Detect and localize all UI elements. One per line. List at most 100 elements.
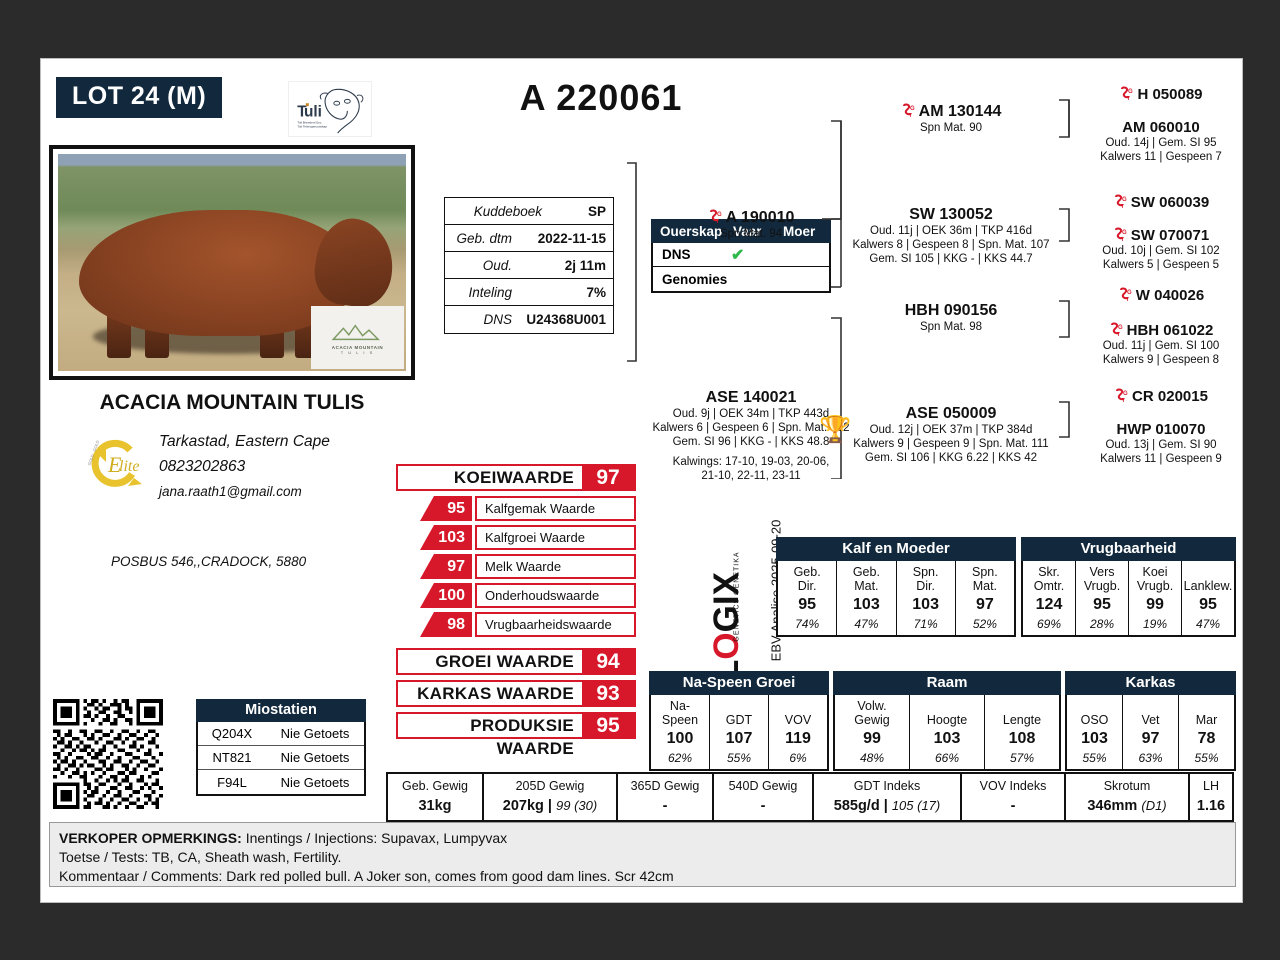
weight-cell: 540D Gewig - — [714, 774, 814, 820]
sub-index-4: 98 Vrugbaarheidswaarde — [420, 612, 636, 637]
miostatien-status: Nie Getoets — [280, 750, 350, 765]
ggp-detail: Oud. 10j | Gem. SI 102 — [1102, 245, 1220, 257]
genomic-tested-icon: G T — [1118, 287, 1134, 303]
ebv-value: 108 — [1008, 730, 1036, 747]
kuddeboek-row: Geb. dtm 2022-11-15 — [445, 225, 613, 252]
ebv-accuracy: 55% — [726, 751, 752, 765]
ebv-accuracy: 66% — [934, 751, 960, 765]
ggp-detail: Oud. 11j | Gem. SI 100 — [1102, 340, 1220, 352]
kuddeboek-row: Kuddeboek SP — [445, 198, 613, 225]
sire-dam-detail: Gem. SI 105 | KKG - | KKS 44.7 — [869, 253, 1033, 265]
ebv-value: 103 — [1081, 730, 1108, 747]
ggp-detail: Oud. 13j | Gem. SI 90 — [1105, 439, 1217, 451]
ebv-accuracy: 63% — [1138, 751, 1163, 765]
sub-index-label: Vrugbaarheidswaarde — [475, 612, 636, 637]
dam-id: ASE 140021 — [705, 389, 797, 406]
karkas-waarde-bar: KARKAS WAARDE 93 — [396, 680, 636, 707]
dam-detail: Gem. SI 96 | KKG - | KKS 48.8 — [672, 436, 830, 448]
ebv-header: Skr. Omtr. — [1033, 565, 1065, 593]
ebv-cell: VOV 119 6% — [769, 695, 827, 769]
weight-value: - — [1010, 798, 1016, 814]
ebv-group-kalf-en-moeder: Kalf en Moeder Geb. Dir. 95 74% Geb. Mat. … — [776, 537, 1016, 637]
ebv-value: 107 — [725, 730, 753, 747]
sire-sire-name: G T AM 130144 — [851, 103, 1051, 121]
pedigree-ggp-5: G T HBH 061022 Oud. 11j | Gem. SI 100 Ka… — [1081, 322, 1241, 367]
ebv-value: 100 — [666, 730, 694, 747]
ouerskap-table: Ouerskap Vaar Moer DNS ✔ Genomies — [651, 219, 831, 293]
ebv-cell: Skr. Omtr. 124 69% — [1023, 561, 1076, 635]
weights-table: Geb. Gewig 31kg 205D Gewig 207kg | 99 (3… — [386, 772, 1234, 822]
pedigree-sire-dam: SW 130052 Oud. 11j | OEK 36m | TKP 416d … — [831, 206, 1071, 266]
ebv-accuracy: 62% — [667, 751, 693, 765]
ggp-detail: Oud. 14j | Gem. SI 95 — [1105, 137, 1217, 149]
dam-dam-detail: Oud. 12j | OEK 37m | TKP 384d — [869, 424, 1033, 436]
ebv-header: Na- Speen — [661, 699, 699, 727]
ebv-value: 95 — [798, 596, 817, 613]
ouerskap-col-0: Ouerskap — [660, 223, 723, 239]
weight-value: 207kg | 99 (30) — [502, 798, 598, 814]
weight-header: 540D Gewig — [728, 779, 798, 793]
pedigree-sire: G T A 190010 Spn Mat. 94 — [651, 209, 851, 241]
breeder-address: POSBUS 546,,CRADOCK, 5880 — [111, 554, 307, 569]
group-title: Karkas — [1065, 671, 1236, 695]
ouerskap-row-genomies: Genomies — [653, 267, 829, 291]
pedigree-ggp-1: AM 060010 Oud. 14j | Gem. SI 95 Kalwers … — [1081, 119, 1241, 164]
svg-text:G: G — [1128, 89, 1133, 95]
ebv-accuracy: 6% — [789, 751, 807, 765]
ebv-header: Geb. Mat. — [852, 565, 880, 593]
ebv-cell: Volw. Gewig 99 48% — [835, 695, 910, 769]
ggp-detail: Kalwers 11 | Gespeen 9 — [1100, 453, 1222, 465]
ebv-header: Spn. Dir. — [912, 565, 939, 593]
breeder-contact: Tarkastad, Eastern Cape 0823202863 jana.… — [159, 429, 330, 504]
sub-index-label: Kalfgemak Waarde — [475, 496, 636, 521]
pedigree-sire-name: G T A 190010 — [651, 209, 851, 227]
ggp-id: H 050089 — [1137, 86, 1203, 103]
ebv-cell: Geb. Mat. 103 47% — [837, 561, 897, 635]
trophy-icon: 🏆 — [819, 414, 852, 444]
sire-sire-detail: Spn Mat. 90 — [919, 122, 982, 134]
ebv-value: 95 — [1199, 596, 1217, 613]
breeder-email: jana.raath1@gmail.com — [159, 484, 302, 499]
ebv-accuracy: 28% — [1089, 617, 1115, 631]
ggp-id: W 040026 — [1135, 287, 1205, 304]
kuddeboek-row: DNS U24368U001 — [445, 306, 613, 333]
kuddeboek-row: Oud. 2j 11m — [445, 252, 613, 279]
ebv-accuracy: 47% — [854, 617, 879, 631]
ebv-header: Mar — [1195, 713, 1218, 727]
dam-dam-detail: Gem. SI 106 | KKG 6.22 | KKS 42 — [864, 452, 1038, 464]
ebv-value: 97 — [1141, 730, 1160, 747]
qr-code[interactable] — [53, 699, 163, 809]
pedigree-ggp-4: G T W 040026 — [1081, 287, 1241, 304]
kuddeboek-key: Oud. — [482, 257, 512, 273]
animal-photo: ACACIA MOUNTAIN T U L I S — [49, 145, 415, 380]
group-title: Na-Speen Groei — [649, 671, 829, 695]
ebv-accuracy: 71% — [913, 617, 938, 631]
genomic-tested-icon: G T — [1113, 194, 1129, 210]
miostatien-title: Miostatien — [196, 699, 366, 722]
dam-calvings-2: 21-10, 22-11, 23-11 — [701, 470, 801, 482]
ebv-header: VOV — [784, 713, 812, 727]
svg-text:T: T — [1121, 237, 1124, 242]
logix-branding: LOGIX GENETICS GENETIKA EBV Analise 2025… — [681, 520, 784, 681]
weight-header: 365D Gewig — [630, 779, 700, 793]
sire-detail: Spn Mat. 94 — [719, 228, 782, 240]
remarks-line-3: Kommentaar / Comments: Dark red polled b… — [59, 868, 674, 884]
index-bars: KOEIWAARDE 97 95 Kalfgemak Waarde 103 Ka… — [396, 464, 636, 758]
pedigree-ggp-2: G T SW 060039 — [1081, 194, 1241, 211]
dam-detail: Kalwers 6 | Gespeen 6 | Spn. Mat. 102 — [652, 422, 850, 434]
sire-dam-detail: Kalwers 8 | Gespeen 8 | Spn. Mat. 107 — [852, 239, 1050, 251]
sub-index-2: 97 Melk Waarde — [420, 554, 636, 579]
weight-value: 346mm (D1) — [1087, 798, 1167, 814]
genomic-tested-icon: G T — [1113, 227, 1129, 243]
sub-index-value: 95 — [420, 496, 472, 521]
svg-text:T: T — [1121, 204, 1124, 209]
ebv-group-vrugbaarheid: Vrugbaarheid Skr. Omtr. 124 69% Vers Vrugb… — [1021, 537, 1236, 637]
group-title: Kalf en Moeder — [776, 537, 1016, 561]
ebv-header: Koei Vrugb. — [1136, 565, 1174, 593]
sub-index-value: 98 — [420, 612, 472, 637]
genomic-tested-icon: G T — [1109, 322, 1125, 338]
genomic-tested-icon: G T — [901, 103, 917, 119]
svg-text:T: T — [1126, 297, 1129, 302]
svg-text:T: T — [716, 219, 719, 224]
svg-text:G: G — [1122, 197, 1127, 203]
